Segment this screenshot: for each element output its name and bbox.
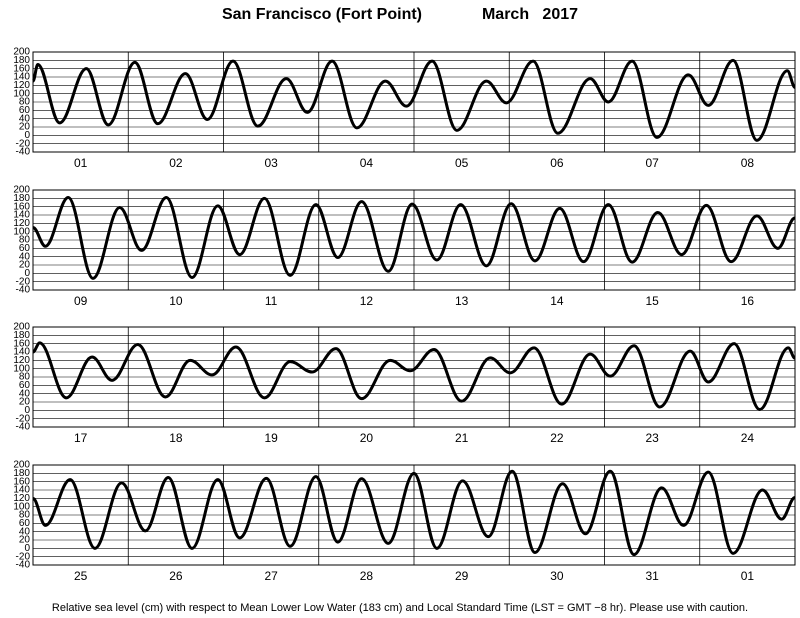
y-tick-label: 200 <box>13 47 30 58</box>
x-tick-label: 18 <box>169 431 183 445</box>
y-tick-label: 120 <box>13 493 30 504</box>
y-tick-label: 60 <box>19 380 31 391</box>
x-tick-label: 04 <box>360 156 374 170</box>
x-tick-label: 06 <box>550 156 564 170</box>
y-tick-label: 120 <box>13 80 30 91</box>
x-tick-label: 03 <box>264 156 278 170</box>
y-tick-label: 0 <box>24 543 30 554</box>
y-tick-label: 80 <box>19 372 31 383</box>
x-tick-label: 05 <box>455 156 469 170</box>
x-tick-label: 23 <box>645 431 659 445</box>
x-tick-label: 27 <box>264 569 278 583</box>
x-tick-label: 21 <box>455 431 469 445</box>
y-tick-label: 180 <box>13 193 30 204</box>
y-tick-label: 60 <box>19 243 31 254</box>
x-tick-label: 28 <box>360 569 374 583</box>
x-tick-label: 17 <box>74 431 88 445</box>
x-tick-label: 25 <box>74 569 88 583</box>
y-tick-label: 200 <box>13 460 30 471</box>
y-tick-label: 120 <box>13 355 30 366</box>
tide-line <box>31 58 796 142</box>
x-tick-label: 12 <box>360 294 374 308</box>
y-tick-label: 80 <box>19 235 31 246</box>
y-tick-label: 160 <box>13 201 30 212</box>
y-tick-label: -20 <box>16 276 31 287</box>
x-tick-label: 01 <box>74 156 88 170</box>
x-tick-label: 31 <box>645 569 659 583</box>
y-tick-label: 0 <box>24 268 30 279</box>
x-tick-label: 15 <box>645 294 659 308</box>
y-tick-label: 40 <box>19 388 31 399</box>
y-tick-label: 80 <box>19 510 31 521</box>
y-tick-label: 0 <box>24 405 30 416</box>
y-tick-label: 20 <box>19 260 31 271</box>
y-tick-label: 180 <box>13 330 30 341</box>
x-tick-label: 01 <box>741 569 755 583</box>
y-tick-label: -20 <box>16 138 31 149</box>
x-tick-label: 13 <box>455 294 469 308</box>
y-tick-label: 20 <box>19 535 31 546</box>
y-tick-label: 140 <box>13 72 30 83</box>
y-tick-label: 0 <box>24 130 30 141</box>
x-tick-label: 19 <box>264 431 278 445</box>
x-tick-label: 30 <box>550 569 564 583</box>
chart-title: San Francisco (Fort Point) <box>222 6 422 23</box>
y-tick-label: 60 <box>19 518 31 529</box>
x-tick-label: 02 <box>169 156 183 170</box>
tide-line <box>32 341 796 411</box>
y-tick-label: 160 <box>13 476 30 487</box>
y-tick-label: 100 <box>13 226 30 237</box>
y-tick-label: 100 <box>13 501 30 512</box>
y-tick-label: -20 <box>16 413 31 424</box>
y-tick-label: -40 <box>16 285 31 296</box>
tide-line <box>32 196 796 280</box>
y-tick-label: 200 <box>13 322 30 333</box>
y-tick-label: 40 <box>19 113 31 124</box>
y-tick-label: 200 <box>13 185 30 196</box>
x-tick-label: 26 <box>169 569 183 583</box>
y-tick-label: 140 <box>13 347 30 358</box>
y-tick-label: 180 <box>13 468 30 479</box>
footer-note: Relative sea level (cm) with respect to … <box>52 602 748 614</box>
y-tick-label: -20 <box>16 551 31 562</box>
x-tick-label: 22 <box>550 431 564 445</box>
y-tick-label: 80 <box>19 97 31 108</box>
y-tick-label: -40 <box>16 422 31 433</box>
y-tick-label: 160 <box>13 338 30 349</box>
y-tick-label: 140 <box>13 210 30 221</box>
plot-frame <box>32 189 796 291</box>
y-tick-label: 100 <box>13 363 30 374</box>
x-tick-label: 29 <box>455 569 469 583</box>
y-tick-label: 160 <box>13 63 30 74</box>
y-tick-label: 140 <box>13 485 30 496</box>
tide-line <box>32 469 796 557</box>
x-tick-label: 09 <box>74 294 88 308</box>
y-tick-label: -40 <box>16 147 31 158</box>
x-tick-label: 11 <box>265 294 278 308</box>
chart-period: March 2017 <box>482 6 578 23</box>
y-tick-label: 100 <box>13 88 30 99</box>
plot-frame <box>32 326 796 428</box>
y-tick-label: 40 <box>19 251 31 262</box>
x-tick-label: 07 <box>645 156 659 170</box>
y-tick-label: -40 <box>16 560 31 571</box>
plot-frame <box>32 51 796 153</box>
y-tick-label: 20 <box>19 122 31 133</box>
y-tick-label: 40 <box>19 526 31 537</box>
y-tick-label: 60 <box>19 105 31 116</box>
x-tick-label: 08 <box>741 156 755 170</box>
x-tick-label: 10 <box>169 294 183 308</box>
x-tick-label: 14 <box>550 294 564 308</box>
x-tick-label: 16 <box>741 294 755 308</box>
y-tick-label: 20 <box>19 397 31 408</box>
y-tick-label: 180 <box>13 55 30 66</box>
x-tick-label: 24 <box>741 431 755 445</box>
x-tick-label: 20 <box>360 431 374 445</box>
y-tick-label: 120 <box>13 218 30 229</box>
plot-frame <box>32 464 796 566</box>
